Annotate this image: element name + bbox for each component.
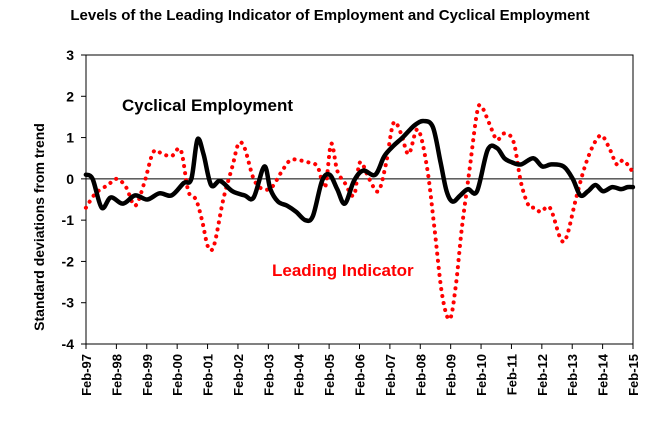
x-tick-label: Feb-07: [383, 354, 398, 396]
y-tick-label: -1: [62, 212, 75, 228]
y-tick-label: 0: [66, 171, 74, 187]
y-axis-ticks: 3 2 1 0 -1 -2 -3 -4: [62, 47, 86, 352]
x-tick-label: Feb-12: [535, 354, 550, 396]
x-tick-label: Feb-06: [353, 354, 368, 396]
x-tick-label: Feb-15: [626, 354, 641, 396]
x-tick-label: Feb-00: [170, 354, 185, 396]
y-tick-label: -2: [62, 253, 75, 269]
series-label-cyclical-employment: Cyclical Employment: [122, 96, 293, 115]
y-tick-label: -3: [62, 295, 75, 311]
y-tick-label: 1: [66, 130, 74, 146]
x-tick-label: Feb-05: [322, 354, 337, 396]
x-tick-label: Feb-10: [474, 354, 489, 396]
y-tick-label: 3: [66, 47, 74, 63]
x-tick-label: Feb-01: [201, 354, 216, 396]
series-layer: [83, 102, 636, 322]
x-tick-label: Feb-11: [504, 354, 519, 395]
x-tick-label: Feb-98: [109, 354, 124, 396]
series-line-leading-indicator: [83, 102, 635, 322]
chart-title: Levels of the Leading Indicator of Emplo…: [70, 7, 589, 24]
x-tick-label: Feb-03: [261, 354, 276, 396]
x-axis-ticks: Feb-97 Feb-98 Feb-99 Feb-00 Feb-01 Feb-02 Feb-…: [79, 344, 641, 396]
y-tick-label: -4: [62, 336, 75, 352]
x-tick-label: Feb-14: [596, 353, 611, 396]
x-tick-label: Feb-02: [231, 354, 246, 396]
x-tick-label: Feb-09: [444, 354, 459, 396]
series-line-cyclical-employment: [83, 118, 636, 224]
series-label-leading-indicator: Leading Indicator: [272, 261, 414, 280]
x-tick-label: Feb-99: [140, 354, 155, 396]
x-tick-label: Feb-13: [565, 354, 580, 396]
x-tick-label: Feb-97: [79, 354, 94, 396]
x-tick-label: Feb-04: [292, 353, 307, 396]
y-axis-label: Standard deviations from trend: [31, 123, 47, 331]
x-tick-label: Feb-08: [413, 354, 428, 396]
y-tick-label: 2: [66, 88, 74, 104]
